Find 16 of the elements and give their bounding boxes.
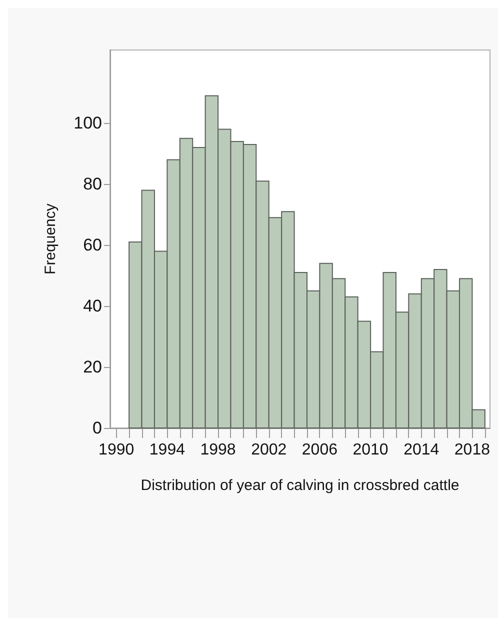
x-axis-title: Distribution of year of calving in crossbred cattle — [140, 477, 460, 494]
y-tick-label: 100 — [74, 114, 102, 133]
y-axis-title: Frequency — [42, 203, 59, 274]
x-tick-label: 2010 — [352, 442, 388, 458]
y-tick-label: 40 — [83, 296, 102, 316]
x-tick-label: 1998 — [200, 442, 236, 458]
y-tick-label: 60 — [83, 236, 102, 255]
x-tick-label: 2002 — [251, 442, 287, 458]
y-tick-label: 80 — [83, 174, 102, 194]
x-tick-label: 1990 — [98, 442, 134, 458]
y-tick-label: 0 — [92, 418, 102, 438]
y-tick-label: 20 — [83, 358, 102, 377]
x-tick-label: 2014 — [404, 442, 440, 458]
x-tick-label: 1994 — [149, 442, 186, 458]
x-tick-label: 2018 — [454, 442, 490, 458]
x-tick-label: 2006 — [302, 442, 338, 458]
